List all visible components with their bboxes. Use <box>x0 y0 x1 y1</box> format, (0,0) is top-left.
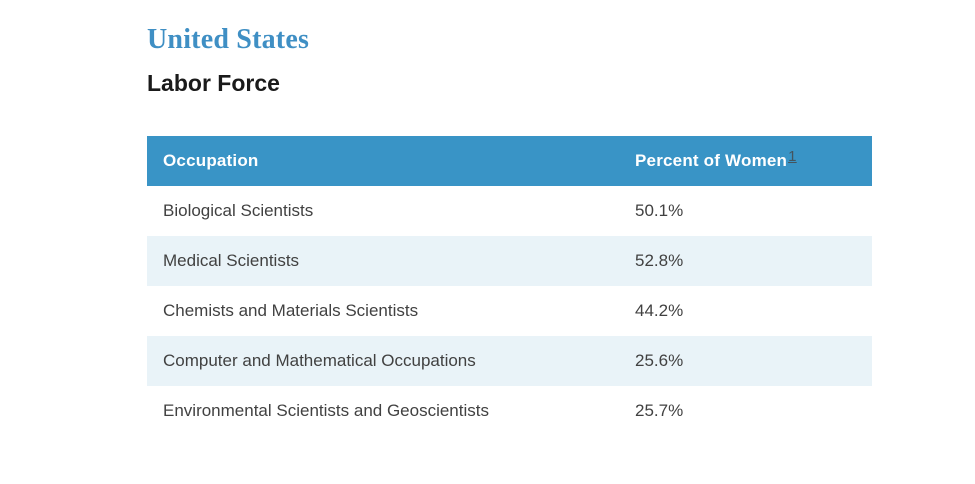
occupation-cell: Biological Scientists <box>163 201 314 220</box>
labor-force-table: Occupation Percent of Women1 Biological … <box>147 136 872 436</box>
page-subtitle: Labor Force <box>147 70 280 96</box>
table-row: Chemists and Materials Scientists 44.2% <box>147 286 872 336</box>
column-header-percent: Percent of Women1 <box>635 148 872 171</box>
occupation-cell: Environmental Scientists and Geoscientis… <box>163 401 489 420</box>
page-title: United States <box>147 24 310 55</box>
percent-cell: 25.7% <box>635 401 684 420</box>
table-row: Environmental Scientists and Geoscientis… <box>147 386 872 436</box>
occupation-cell: Computer and Mathematical Occupations <box>163 351 476 370</box>
percent-cell: 50.1% <box>635 201 684 220</box>
table-row: Medical Scientists 52.8% <box>147 236 872 286</box>
page: United States Labor Force Occupation Per… <box>147 24 872 436</box>
percent-cell: 44.2% <box>635 301 684 320</box>
column-header-occupation: Occupation <box>163 151 259 170</box>
table-row: Biological Scientists 50.1% <box>147 186 872 236</box>
footnote-link[interactable]: 1 <box>788 148 797 165</box>
table-row: Computer and Mathematical Occupations 25… <box>147 336 872 386</box>
occupation-cell: Chemists and Materials Scientists <box>163 301 419 320</box>
table-body: Biological Scientists 50.1% Medical Scie… <box>147 186 872 436</box>
occupation-cell: Medical Scientists <box>163 251 300 270</box>
percent-cell: 52.8% <box>635 251 684 270</box>
table-header-row: Occupation Percent of Women1 <box>147 136 872 186</box>
percent-cell: 25.6% <box>635 351 684 370</box>
column-header-percent-label: Percent of Women <box>635 151 788 170</box>
